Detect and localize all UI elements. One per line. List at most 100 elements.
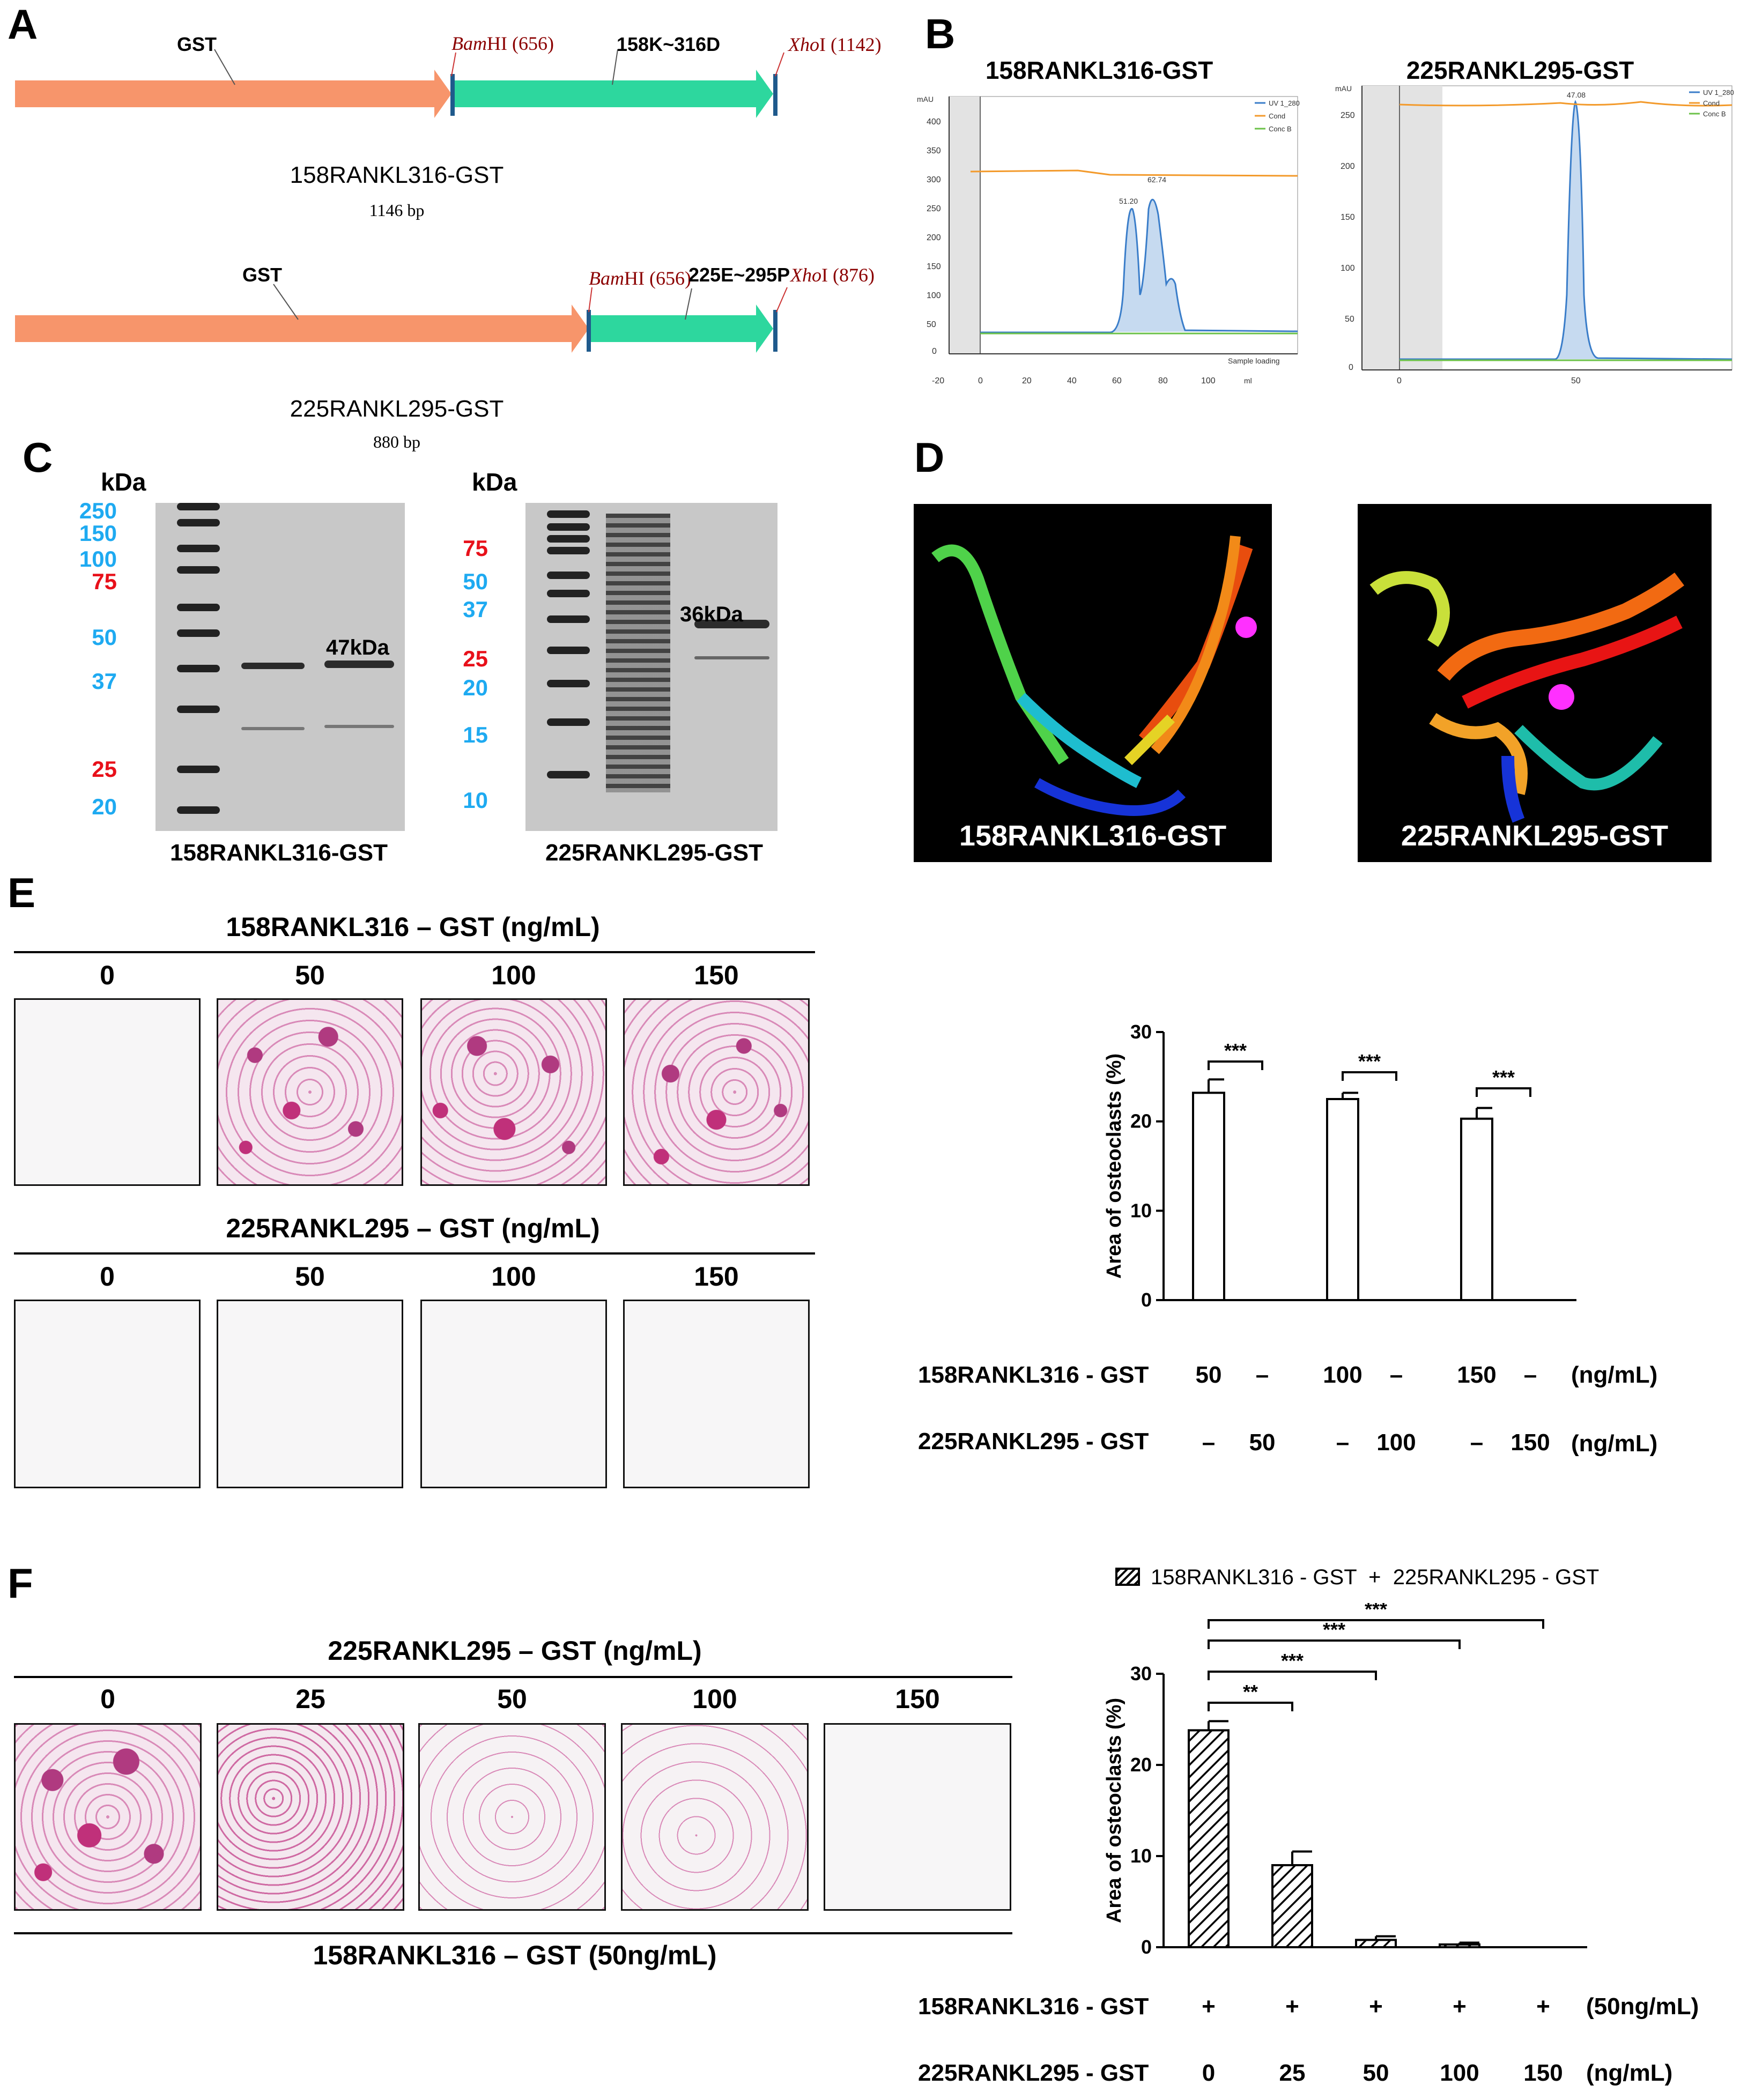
bar xyxy=(1355,1939,1397,1949)
row1-divider xyxy=(14,951,815,953)
micrograph-e2-50 xyxy=(217,1300,403,1488)
micrograph-f-100 xyxy=(621,1723,809,1911)
condition-cell: 100 xyxy=(1440,2060,1479,2086)
significance-bracket xyxy=(1476,1087,1531,1097)
svg-text:350: 350 xyxy=(927,146,941,155)
svg-text:Conc B: Conc B xyxy=(1269,125,1292,133)
gel-right xyxy=(525,503,777,831)
svg-text:100: 100 xyxy=(1341,264,1355,273)
e-condition-row1-label: 158RANKL316 - GST xyxy=(918,1362,1149,1388)
construct-size-1: 1146 bp xyxy=(369,201,425,220)
chromatogram-left: mAU 400 350 300 250 200 150 100 50 0 -20… xyxy=(917,95,1300,385)
cond-trace-right xyxy=(1399,101,1732,107)
svg-text:40: 40 xyxy=(1067,376,1077,385)
xhoi-name-1: Xho xyxy=(788,34,819,55)
faint-band xyxy=(324,725,394,728)
marker-25: 25 xyxy=(92,756,117,782)
micrograph-f-0 xyxy=(14,1723,202,1911)
sample-loading-note: Sample loading xyxy=(1228,357,1280,365)
bamhi-marker-1 xyxy=(450,74,455,116)
peak-label-right: 47.08 xyxy=(1567,91,1586,99)
condition-cell: 100 xyxy=(1323,1362,1362,1388)
row2-divider xyxy=(14,1252,815,1255)
marker-150: 150 xyxy=(79,521,117,546)
insert-arrow-2 xyxy=(591,305,773,353)
marker-50: 50 xyxy=(92,625,117,650)
panel-letter-e: E xyxy=(8,869,36,916)
y-tick-label: 20 xyxy=(1130,1110,1152,1132)
xunit-left: ml xyxy=(1244,376,1252,385)
svg-text:150: 150 xyxy=(1341,213,1355,222)
ladder-band xyxy=(177,545,220,552)
significance-label: *** xyxy=(1323,1619,1345,1641)
svg-text:100: 100 xyxy=(927,291,941,300)
bar xyxy=(1271,1864,1313,1948)
micrograph-e1-50 xyxy=(217,998,403,1186)
svg-text:0: 0 xyxy=(932,347,937,356)
bar xyxy=(1188,1729,1230,1948)
ladder-band xyxy=(177,604,220,611)
condition-cell: 100 xyxy=(1376,1429,1416,1456)
bamhi-site-2: BamHI (656) xyxy=(589,267,691,290)
svg-text:50: 50 xyxy=(927,320,936,329)
insert-label-1: 158K~316D xyxy=(617,33,721,55)
bamhi-name-1: Bam xyxy=(451,33,487,54)
svg-text:20: 20 xyxy=(1022,376,1032,385)
e-condition-unit-1: (ng/mL) xyxy=(1571,1362,1658,1388)
svg-text:300: 300 xyxy=(927,175,941,184)
bamhi-marker-2 xyxy=(587,310,591,352)
bar xyxy=(1326,1098,1359,1301)
e-condition-unit-2: (ng/mL) xyxy=(1571,1430,1658,1457)
equilibration-shade xyxy=(949,97,980,354)
xhoi-marker-2 xyxy=(773,310,777,352)
uv-trace-left xyxy=(980,198,1298,333)
micrograph-e1-100 xyxy=(420,998,607,1186)
f-top-title: 225RANKL295 – GST (ng/mL) xyxy=(328,1636,702,1666)
faint-band xyxy=(241,727,305,730)
xticks-left: -20 0 20 40 60 80 100 xyxy=(932,376,1216,385)
significance-label: *** xyxy=(1365,1603,1387,1620)
y-axis-label: Area of osteoclasts (%) xyxy=(1103,1698,1125,1923)
marker-10: 10 xyxy=(463,788,488,813)
marker-250: 250 xyxy=(79,498,117,523)
row1-col-2: 100 xyxy=(491,960,536,990)
condition-cell: 25 xyxy=(1279,2060,1306,2086)
f-col-1: 25 xyxy=(295,1684,325,1714)
chromatogram-right: mAU 250 200 150 100 50 0 0 50 47.08 UV 1… xyxy=(1335,84,1734,385)
yunit-left: mAU xyxy=(917,95,934,103)
gel-caption-left: 158RANKL316-GST xyxy=(170,840,388,866)
bar xyxy=(1192,1092,1225,1301)
bar xyxy=(1439,1943,1480,1949)
peak-label-1: 51.20 xyxy=(1119,197,1138,205)
insert-label-2: 225E~295P xyxy=(688,264,790,286)
y-tick-label: 30 xyxy=(1130,1021,1152,1043)
faint-band xyxy=(694,656,769,659)
kda-label-right: kDa xyxy=(472,468,517,496)
condition-cell: + xyxy=(1369,1993,1383,2020)
svg-text:-20: -20 xyxy=(932,376,944,385)
micrograph-f-25 xyxy=(217,1723,404,1911)
micrograph-e2-0 xyxy=(14,1300,201,1488)
svg-text:Cond: Cond xyxy=(1703,99,1720,107)
significance-bracket xyxy=(1208,1671,1377,1680)
bar xyxy=(1460,1117,1493,1302)
yticks-left: 400 350 300 250 200 150 100 50 0 xyxy=(927,117,941,356)
f-col-2: 50 xyxy=(497,1684,527,1714)
ladder-band xyxy=(177,629,220,637)
condition-cell: – xyxy=(1470,1429,1484,1456)
svg-text:250: 250 xyxy=(1341,111,1355,120)
f-legend-label: 158RANKL316 - GST + 225RANKL295 - GST xyxy=(1151,1565,1600,1589)
significance-bracket xyxy=(1208,1639,1461,1649)
bamhi-site-1: BamHI (656) xyxy=(451,32,554,55)
protein-band xyxy=(324,661,394,668)
ladder-band xyxy=(547,615,590,623)
ladder-band xyxy=(547,523,590,531)
construct-name-2: 225RANKL295-GST xyxy=(290,396,504,422)
ladder-band xyxy=(547,590,590,597)
row1-col-0: 0 xyxy=(100,960,115,990)
legend-left: UV 1_280 Cond Conc B xyxy=(1255,99,1300,133)
condition-cell: 150 xyxy=(1457,1362,1497,1388)
ladder-band xyxy=(177,665,220,672)
condition-cell: + xyxy=(1536,1993,1550,2020)
